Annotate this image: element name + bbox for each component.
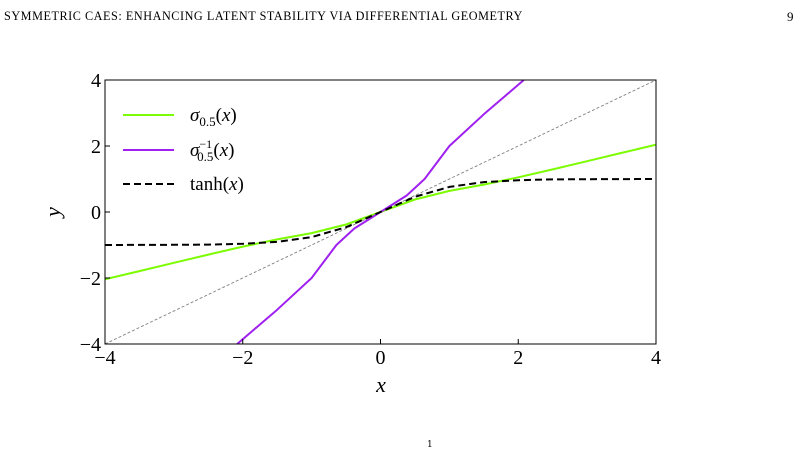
stray-mark: 1 [427, 440, 433, 450]
series-line-2 [105, 178, 656, 246]
series-layer [105, 80, 656, 344]
y-tick-label: −2 [80, 268, 101, 290]
y-tick-label: 0 [91, 202, 101, 224]
y-tick-label: −4 [80, 334, 101, 356]
running-title: SYMMETRIC CAES: ENHANCING LATENT STABILI… [4, 9, 523, 23]
page-number: 9 [786, 9, 794, 24]
legend-label-0: σ0.5(x) [190, 105, 237, 129]
x-tick-label: 0 [376, 347, 386, 369]
y-axis-label: y [40, 207, 65, 219]
x-tick-label: 4 [651, 347, 661, 369]
y-tick-label: 4 [91, 70, 101, 92]
legend-label-2: tanh(x) [190, 174, 244, 195]
x-tick-label: −2 [232, 347, 253, 369]
x-axis-label: x [375, 372, 386, 397]
legend-label-1: σ−1 0.5(x) [190, 137, 235, 164]
y-tick-label: 2 [91, 136, 101, 158]
tick-layer: −4 −2 0 2 4 −4 −2 0 2 4 [80, 70, 661, 369]
legend: σ0.5(x) σ−1 0.5(x) tanh(x) [123, 105, 244, 195]
x-tick-label: 2 [513, 347, 523, 369]
x-tick-label: −4 [94, 347, 115, 369]
